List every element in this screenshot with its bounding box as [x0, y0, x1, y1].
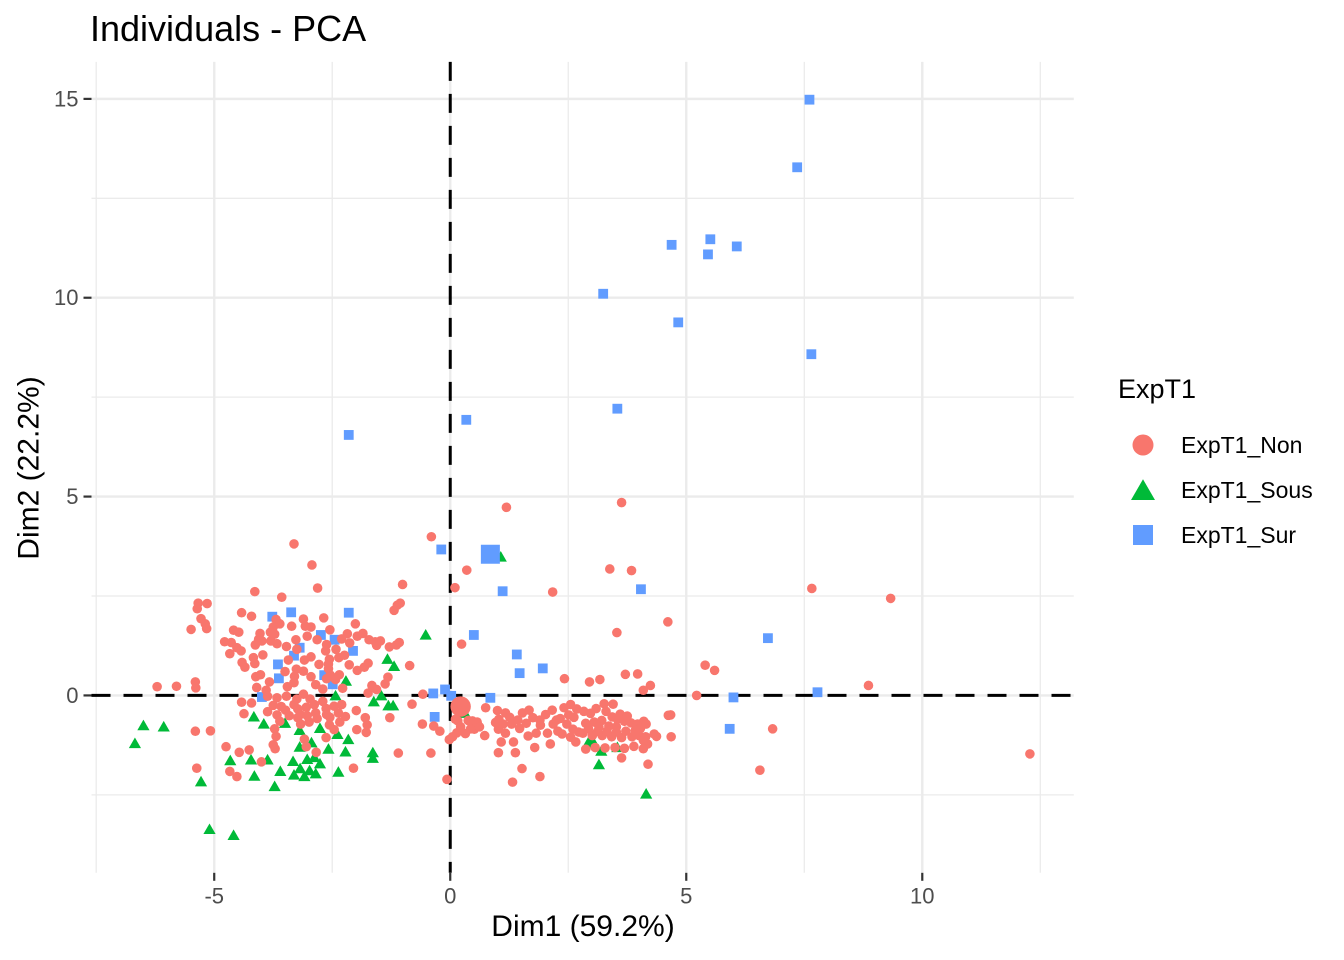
legend: ExpT1 ExpT1_Non ExpT1_Sous ExpT1_Sur	[1118, 374, 1313, 558]
svg-text:15: 15	[54, 86, 78, 111]
svg-text:0: 0	[444, 883, 456, 908]
svg-text:-5: -5	[204, 883, 224, 908]
legend-label-non: ExpT1_Non	[1181, 432, 1303, 458]
circle-key-icon	[1118, 423, 1168, 468]
chart-title: Individuals - PCA	[90, 8, 367, 49]
y-axis-title: Dim2 (22.2%)	[12, 376, 46, 560]
legend-label-sur: ExpT1_Sur	[1181, 522, 1297, 548]
square-key-icon	[1118, 513, 1168, 558]
legend-title: ExpT1	[1118, 374, 1197, 404]
legend-label-sous: ExpT1_Sous	[1181, 477, 1313, 503]
legend-item-sur: ExpT1_Sur	[1118, 513, 1313, 558]
svg-text:10: 10	[910, 883, 934, 908]
svg-text:5: 5	[66, 484, 78, 509]
svg-text:10: 10	[54, 285, 78, 310]
x-axis-title: Dim1 (59.2%)	[491, 910, 675, 943]
legend-item-non: ExpT1_Non	[1118, 423, 1313, 468]
svg-text:0: 0	[66, 683, 78, 708]
svg-text:5: 5	[680, 883, 692, 908]
legend-item-sous: ExpT1_Sous	[1118, 468, 1313, 513]
triangle-key-icon	[1118, 468, 1168, 513]
